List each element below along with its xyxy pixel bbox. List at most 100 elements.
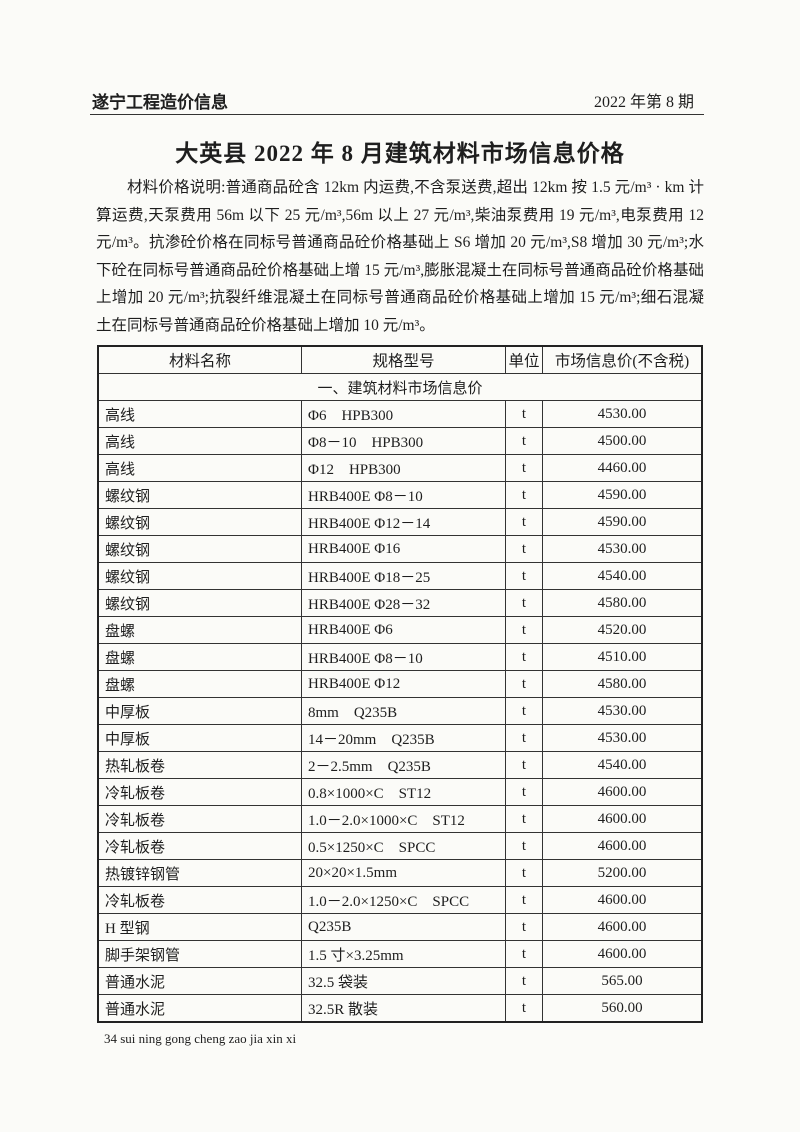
section-row: 一、建筑材料市场信息价 bbox=[97, 373, 703, 401]
unit-cell: t bbox=[505, 967, 543, 995]
price-description: 材料价格说明:普通商品砼含 12km 内运费,不含泵送费,超出 12km 按 1… bbox=[96, 179, 704, 334]
spec-cell: HRB400E Φ28－32 bbox=[301, 589, 506, 617]
material-name-cell: 高线 bbox=[97, 454, 302, 482]
page-content: 大英县 2022 年 8 月建筑材料市场信息价格 材料价格说明:普通商品砼含 1… bbox=[96, 138, 704, 1047]
spec-cell: HRB400E Φ8－10 bbox=[301, 481, 506, 509]
table-row: 冷轧板卷 0.8×1000×C ST12 t 4600.00 bbox=[97, 778, 703, 806]
table-row: 盘螺 HRB400E Φ12 t 4580.00 bbox=[97, 670, 703, 698]
price-cell: 4590.00 bbox=[542, 481, 703, 509]
material-name-cell: 热轧板卷 bbox=[97, 751, 302, 779]
material-name-cell: 冷轧板卷 bbox=[97, 886, 302, 914]
price-cell: 4600.00 bbox=[542, 886, 703, 914]
spec-cell: 2－2.5mm Q235B bbox=[301, 751, 506, 779]
spec-cell: 1.5 寸×3.25mm bbox=[301, 940, 506, 968]
table-row: H 型钢 Q235B t 4600.00 bbox=[97, 913, 703, 941]
table-row: 冷轧板卷 0.5×1250×C SPCC t 4600.00 bbox=[97, 832, 703, 860]
page-footer: 34 sui ning gong cheng zao jia xin xi bbox=[104, 1031, 297, 1046]
price-cell: 4600.00 bbox=[542, 832, 703, 860]
unit-cell: t bbox=[505, 886, 543, 914]
unit-cell: t bbox=[505, 994, 543, 1023]
spec-cell: 20×20×1.5mm bbox=[301, 859, 506, 887]
spec-cell: 0.5×1250×C SPCC bbox=[301, 832, 506, 860]
price-cell: 4460.00 bbox=[542, 454, 703, 482]
unit-cell: t bbox=[505, 535, 543, 563]
material-name-cell: 螺纹钢 bbox=[97, 481, 302, 509]
header-divider bbox=[90, 114, 704, 115]
unit-cell: t bbox=[505, 400, 543, 428]
unit-cell: t bbox=[505, 832, 543, 860]
spec-cell: Φ6 HPB300 bbox=[301, 400, 506, 428]
unit-cell: t bbox=[505, 427, 543, 455]
unit-cell: t bbox=[505, 697, 543, 725]
material-name-cell: 普通水泥 bbox=[97, 967, 302, 995]
table-row: 中厚板 14－20mm Q235B t 4530.00 bbox=[97, 724, 703, 752]
price-cell: 4520.00 bbox=[542, 616, 703, 644]
table-row: 冷轧板卷 1.0－2.0×1250×C SPCC t 4600.00 bbox=[97, 886, 703, 914]
material-name-cell: 螺纹钢 bbox=[97, 508, 302, 536]
material-name-cell: 盘螺 bbox=[97, 670, 302, 698]
spec-cell: 32.5 袋装 bbox=[301, 967, 506, 995]
price-cell: 4530.00 bbox=[542, 400, 703, 428]
material-name-cell: 冷轧板卷 bbox=[97, 778, 302, 806]
table-row: 中厚板 8mm Q235B t 4530.00 bbox=[97, 697, 703, 725]
spec-cell: 32.5R 散装 bbox=[301, 994, 506, 1023]
material-name-cell: 盘螺 bbox=[97, 616, 302, 644]
column-header-price: 市场信息价(不含税) bbox=[542, 345, 703, 374]
price-cell: 4580.00 bbox=[542, 589, 703, 617]
material-name-cell: 高线 bbox=[97, 427, 302, 455]
unit-cell: t bbox=[505, 913, 543, 941]
price-cell: 4540.00 bbox=[542, 751, 703, 779]
price-cell: 4600.00 bbox=[542, 805, 703, 833]
unit-cell: t bbox=[505, 859, 543, 887]
unit-cell: t bbox=[505, 643, 543, 671]
material-name-cell: 盘螺 bbox=[97, 643, 302, 671]
table-row: 螺纹钢 HRB400E Φ18－25 t 4540.00 bbox=[97, 562, 703, 590]
unit-cell: t bbox=[505, 940, 543, 968]
spec-cell: Φ8－10 HPB300 bbox=[301, 427, 506, 455]
publication-name: 遂宁工程造价信息 bbox=[92, 93, 228, 112]
unit-cell: t bbox=[505, 562, 543, 590]
price-cell: 4530.00 bbox=[542, 724, 703, 752]
spec-cell: 1.0－2.0×1250×C SPCC bbox=[301, 886, 506, 914]
price-cell: 4600.00 bbox=[542, 913, 703, 941]
table-row: 普通水泥 32.5R 散装 t 560.00 bbox=[97, 994, 703, 1023]
spec-cell: 14－20mm Q235B bbox=[301, 724, 506, 752]
table-row: 螺纹钢 HRB400E Φ16 t 4530.00 bbox=[97, 535, 703, 563]
price-cell: 5200.00 bbox=[542, 859, 703, 887]
unit-cell: t bbox=[505, 454, 543, 482]
table-row: 螺纹钢 HRB400E Φ28－32 t 4580.00 bbox=[97, 589, 703, 617]
material-name-cell: 中厚板 bbox=[97, 697, 302, 725]
page-title: 大英县 2022 年 8 月建筑材料市场信息价格 bbox=[175, 141, 625, 166]
price-cell: 565.00 bbox=[542, 967, 703, 995]
material-name-cell: 螺纹钢 bbox=[97, 589, 302, 617]
price-cell: 4530.00 bbox=[542, 697, 703, 725]
spec-cell: 1.0－2.0×1000×C ST12 bbox=[301, 805, 506, 833]
table-row: 热镀锌钢管 20×20×1.5mm t 5200.00 bbox=[97, 859, 703, 887]
price-cell: 4510.00 bbox=[542, 643, 703, 671]
table-header-row: 材料名称 规格型号 单位 市场信息价(不含税) bbox=[97, 345, 703, 374]
unit-cell: t bbox=[505, 724, 543, 752]
section-title: 一、建筑材料市场信息价 bbox=[97, 373, 703, 401]
table-row: 高线 Φ12 HPB300 t 4460.00 bbox=[97, 454, 703, 482]
unit-cell: t bbox=[505, 778, 543, 806]
table-row: 高线 Φ6 HPB300 t 4530.00 bbox=[97, 400, 703, 428]
column-header-name: 材料名称 bbox=[97, 345, 302, 374]
column-header-spec: 规格型号 bbox=[301, 345, 506, 374]
table-row: 盘螺 HRB400E Φ6 t 4520.00 bbox=[97, 616, 703, 644]
material-name-cell: 螺纹钢 bbox=[97, 562, 302, 590]
price-cell: 4600.00 bbox=[542, 778, 703, 806]
spec-cell: HRB400E Φ16 bbox=[301, 535, 506, 563]
table-row: 冷轧板卷 1.0－2.0×1000×C ST12 t 4600.00 bbox=[97, 805, 703, 833]
unit-cell: t bbox=[505, 805, 543, 833]
table-row: 高线 Φ8－10 HPB300 t 4500.00 bbox=[97, 427, 703, 455]
table-row: 脚手架钢管 1.5 寸×3.25mm t 4600.00 bbox=[97, 940, 703, 968]
price-cell: 4580.00 bbox=[542, 670, 703, 698]
price-cell: 4530.00 bbox=[542, 535, 703, 563]
spec-cell: HRB400E Φ12 bbox=[301, 670, 506, 698]
issue-number: 2022 年第 8 期 bbox=[593, 94, 694, 111]
unit-cell: t bbox=[505, 616, 543, 644]
price-cell: 560.00 bbox=[542, 994, 703, 1023]
spec-cell: HRB400E Φ12－14 bbox=[301, 508, 506, 536]
table-row: 螺纹钢 HRB400E Φ12－14 t 4590.00 bbox=[97, 508, 703, 536]
material-name-cell: 热镀锌钢管 bbox=[97, 859, 302, 887]
